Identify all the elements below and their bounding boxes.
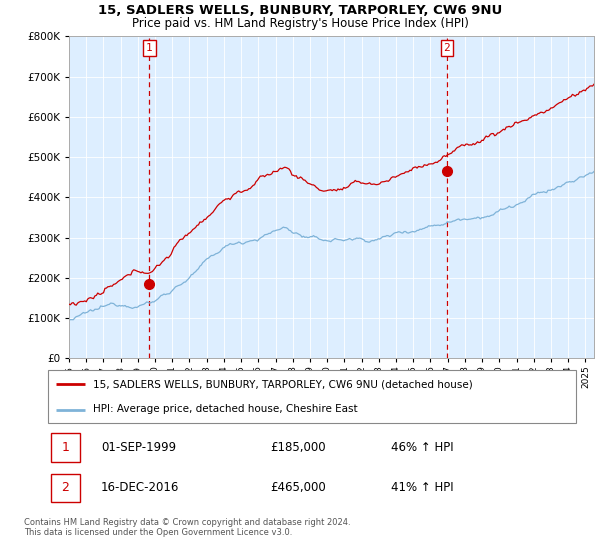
Text: 15, SADLERS WELLS, BUNBURY, TARPORLEY, CW6 9NU: 15, SADLERS WELLS, BUNBURY, TARPORLEY, C…	[98, 4, 502, 17]
Text: 2: 2	[443, 43, 451, 53]
Text: This data is licensed under the Open Government Licence v3.0.: This data is licensed under the Open Gov…	[24, 528, 292, 536]
Text: £465,000: £465,000	[270, 482, 326, 494]
Text: 46% ↑ HPI: 46% ↑ HPI	[391, 441, 454, 454]
Text: Price paid vs. HM Land Registry's House Price Index (HPI): Price paid vs. HM Land Registry's House …	[131, 17, 469, 30]
Text: HPI: Average price, detached house, Cheshire East: HPI: Average price, detached house, Ches…	[93, 404, 358, 414]
Text: 16-DEC-2016: 16-DEC-2016	[101, 482, 179, 494]
FancyBboxPatch shape	[48, 370, 576, 423]
FancyBboxPatch shape	[50, 474, 80, 502]
Text: 01-SEP-1999: 01-SEP-1999	[101, 441, 176, 454]
Text: 1: 1	[61, 441, 69, 454]
Text: £185,000: £185,000	[270, 441, 325, 454]
Text: 2: 2	[61, 482, 69, 494]
Text: Contains HM Land Registry data © Crown copyright and database right 2024.: Contains HM Land Registry data © Crown c…	[24, 518, 350, 527]
Text: 41% ↑ HPI: 41% ↑ HPI	[391, 482, 454, 494]
FancyBboxPatch shape	[50, 433, 80, 462]
Text: 15, SADLERS WELLS, BUNBURY, TARPORLEY, CW6 9NU (detached house): 15, SADLERS WELLS, BUNBURY, TARPORLEY, C…	[93, 380, 473, 390]
Text: 1: 1	[146, 43, 153, 53]
